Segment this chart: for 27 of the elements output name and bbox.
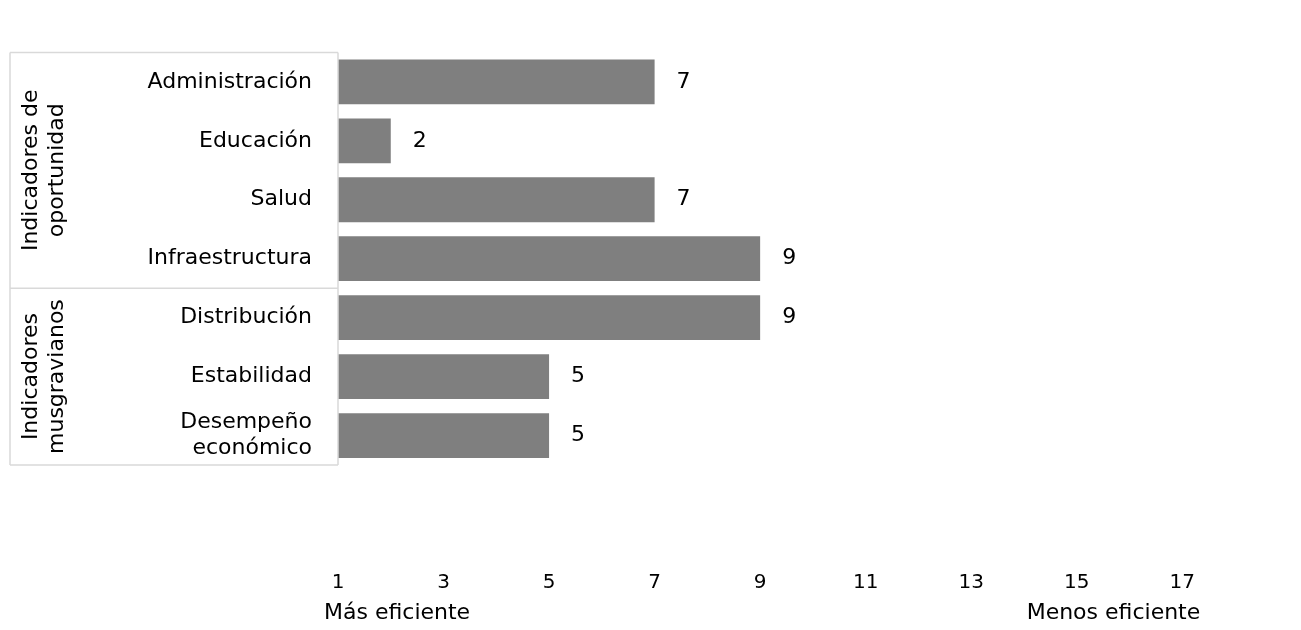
text: Menos eficiente — [1026, 598, 1201, 624]
x-tick-label: 15 — [1064, 569, 1090, 594]
x-tick-label: 3 — [437, 569, 450, 594]
data-label: 5 — [571, 362, 586, 388]
data-label: 7 — [676, 67, 691, 93]
y-tick-label: Desempeño económico — [180, 408, 312, 460]
x-tick-label: 13 — [958, 569, 984, 594]
data-label: 9 — [782, 303, 797, 329]
x-tick-label: 9 — [753, 569, 767, 594]
data-label: 7 — [676, 185, 691, 211]
text: Indicadores de oportunidad — [16, 89, 68, 252]
y-tick-label: Distribución — [180, 303, 312, 329]
x-tick-label: 7 — [648, 569, 661, 594]
data-label: 9 — [782, 244, 797, 270]
x-tick-label: 1 — [331, 569, 345, 594]
y-tick-label: Infraestructura — [147, 244, 312, 270]
text: Indicadores musgravianos — [16, 299, 68, 454]
x-tick-label: 11 — [852, 569, 879, 594]
text: Más eficiente — [324, 598, 471, 624]
y-tick-label: Estabilidad — [190, 362, 312, 388]
x-tick-label: 17 — [1169, 569, 1195, 594]
data-label: 2 — [412, 126, 427, 152]
y-tick-label: Educación — [199, 126, 312, 152]
y-tick-label: Salud — [250, 185, 312, 211]
x-tick-label: 5 — [542, 569, 556, 594]
y-tick-label: Administración — [147, 67, 312, 93]
data-label: 5 — [571, 421, 586, 447]
